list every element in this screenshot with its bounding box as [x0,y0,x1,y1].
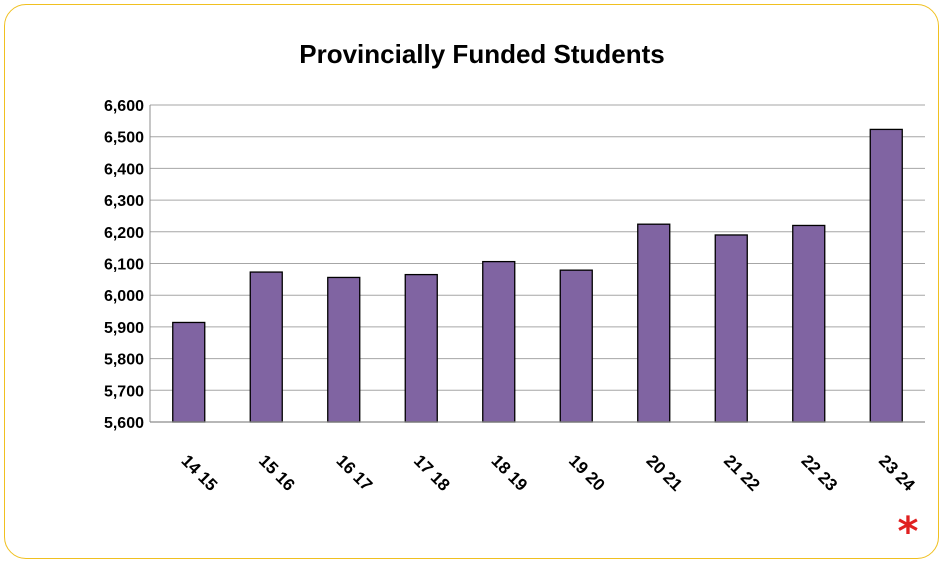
bar [482,260,516,423]
chart-title: Provincially Funded Students [299,39,665,69]
x-tick-label: 20 21 [643,451,687,495]
bar [559,269,593,423]
x-tick-label: 14 15 [178,451,222,495]
x-tick-label: 23 24 [875,451,919,495]
x-tick-label: 19 20 [565,451,609,495]
y-tick-label: 5,800 [104,352,144,369]
y-tick-label: 5,600 [104,415,144,432]
y-tick-label: 5,900 [104,320,144,337]
y-tick-label: 6,500 [104,130,144,147]
chart-frame [4,4,939,559]
bar [327,276,361,423]
x-tick-label: 15 16 [255,451,299,495]
x-axis: 14 15 15 16 16 17 17 18 18 19 19 20 20 21 21 22… [150,421,925,495]
y-tick-label: 6,000 [104,288,144,305]
y-axis: 5,600 5,700 5,800 5,900 6,000 6,100 6,200 6,300… [104,98,151,432]
y-tick-label: 6,300 [104,193,144,210]
bar [404,273,438,423]
x-tick-label: 17 18 [410,451,454,495]
x-tick-label: 21 22 [720,451,764,495]
bar [172,321,206,423]
x-tick-label: 18 19 [488,451,532,495]
bars [172,128,903,423]
x-tick-label: 22 23 [798,451,842,495]
bar [714,234,748,423]
y-tick-label: 6,100 [104,257,144,274]
y-tick-label: 6,200 [104,225,144,242]
x-tick-label: 16 17 [333,451,377,495]
annotation-asterisk: * [898,509,919,555]
bar [249,271,283,423]
y-tick-label: 6,600 [104,98,144,115]
bar [792,224,826,423]
y-tick-label: 5,700 [104,383,144,400]
bar [637,223,671,423]
bar [869,128,903,423]
y-tick-label: 6,400 [104,161,144,178]
